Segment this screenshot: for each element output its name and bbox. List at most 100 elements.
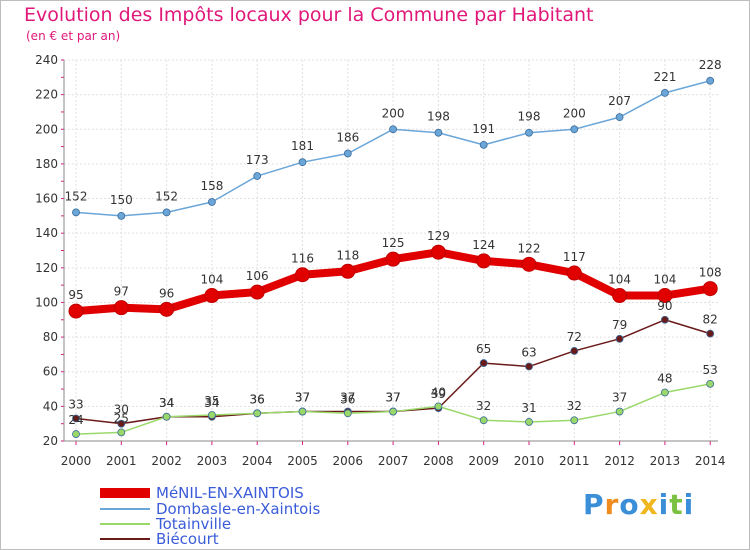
data-label: 34 bbox=[204, 396, 219, 410]
data-label: 129 bbox=[427, 229, 450, 243]
legend-swatch-dombasle bbox=[100, 508, 150, 510]
data-point bbox=[68, 303, 84, 319]
x-tick-label: 2012 bbox=[604, 454, 635, 468]
data-point bbox=[253, 172, 262, 180]
data-point bbox=[253, 409, 262, 418]
data-label: 39 bbox=[431, 387, 446, 401]
data-label: 37 bbox=[295, 391, 310, 405]
legend-label-menil: MéNIL-EN-XAINTOIS bbox=[156, 484, 304, 502]
data-point bbox=[207, 411, 216, 419]
legend-label-totainville: Totainville bbox=[156, 515, 232, 533]
data-label: 104 bbox=[200, 273, 223, 287]
data-point bbox=[162, 208, 171, 217]
data-point bbox=[702, 281, 718, 297]
data-label: 106 bbox=[246, 269, 269, 283]
data-label: 40 bbox=[431, 385, 446, 399]
y-tick-label: 180 bbox=[35, 157, 58, 171]
data-point bbox=[479, 359, 488, 367]
data-label: 200 bbox=[382, 106, 405, 120]
data-point bbox=[117, 428, 126, 437]
y-tick-label: 120 bbox=[35, 261, 58, 275]
data-label: 124 bbox=[472, 238, 495, 252]
data-label: 90 bbox=[657, 299, 672, 313]
legend-swatch-biecourt bbox=[100, 538, 150, 540]
data-point bbox=[657, 288, 673, 304]
x-tick-label: 2010 bbox=[514, 454, 545, 468]
data-point bbox=[566, 265, 582, 281]
legend-label-dombasle: Dombasle-en-Xaintois bbox=[156, 500, 321, 518]
proxiti-logo: Proxiti bbox=[583, 488, 694, 521]
data-point bbox=[615, 113, 624, 122]
data-label: 34 bbox=[159, 396, 174, 410]
data-point bbox=[298, 158, 307, 167]
data-label: 79 bbox=[612, 318, 627, 332]
data-point bbox=[479, 416, 488, 425]
data-label: 152 bbox=[65, 189, 88, 203]
data-label: 118 bbox=[336, 248, 359, 262]
y-tick-label: 160 bbox=[35, 192, 58, 206]
data-label: 191 bbox=[472, 122, 495, 136]
y-tick-label: 20 bbox=[43, 434, 58, 448]
data-point bbox=[476, 253, 492, 269]
data-label: 122 bbox=[518, 241, 541, 255]
data-label: 125 bbox=[382, 236, 405, 250]
data-point bbox=[430, 244, 446, 260]
data-label: 36 bbox=[250, 392, 265, 406]
chart-subtitle: (en € et par an) bbox=[26, 29, 121, 43]
data-point bbox=[117, 211, 126, 220]
data-label: 152 bbox=[155, 189, 178, 203]
data-point bbox=[521, 256, 537, 272]
data-point bbox=[343, 409, 352, 418]
data-point bbox=[72, 430, 80, 438]
data-label: 32 bbox=[567, 399, 582, 413]
data-point bbox=[615, 334, 624, 343]
data-label: 198 bbox=[518, 110, 541, 124]
data-label: 228 bbox=[699, 58, 722, 72]
data-label: 24 bbox=[68, 413, 83, 427]
x-tick-label: 2009 bbox=[468, 454, 499, 468]
data-label: 37 bbox=[612, 391, 627, 405]
logo-letter: x bbox=[639, 488, 659, 521]
data-point bbox=[434, 128, 443, 137]
x-tick-label: 2001 bbox=[106, 454, 137, 468]
data-point bbox=[72, 414, 80, 423]
legend-label-biecourt: Biécourt bbox=[156, 530, 219, 548]
data-point bbox=[525, 128, 533, 137]
x-tick-label: 2000 bbox=[61, 454, 92, 468]
data-label: 116 bbox=[291, 252, 314, 266]
y-tick-label: 200 bbox=[35, 122, 58, 136]
data-point bbox=[570, 125, 579, 134]
data-label: 82 bbox=[703, 313, 718, 327]
data-label: 25 bbox=[114, 411, 129, 425]
x-tick-label: 2014 bbox=[695, 454, 726, 468]
data-label: 207 bbox=[608, 94, 631, 108]
data-point bbox=[612, 288, 628, 304]
data-point bbox=[343, 149, 352, 158]
data-label: 150 bbox=[110, 193, 133, 207]
data-label: 96 bbox=[159, 286, 174, 300]
x-tick-label: 2006 bbox=[333, 454, 364, 468]
data-label: 31 bbox=[521, 401, 536, 415]
data-label: 97 bbox=[114, 285, 129, 299]
y-tick-label: 140 bbox=[35, 226, 58, 240]
data-point bbox=[706, 329, 715, 338]
data-label: 35 bbox=[204, 394, 219, 408]
data-point bbox=[615, 407, 624, 416]
y-tick-label: 80 bbox=[43, 330, 58, 344]
data-label: 158 bbox=[200, 179, 223, 193]
data-point bbox=[113, 300, 129, 316]
logo-letter: r bbox=[604, 488, 620, 521]
data-label: 104 bbox=[653, 273, 676, 287]
x-tick-label: 2007 bbox=[378, 454, 409, 468]
x-tick-label: 2005 bbox=[287, 454, 318, 468]
data-label: 200 bbox=[563, 106, 586, 120]
data-label: 181 bbox=[291, 139, 314, 153]
y-tick-label: 40 bbox=[43, 399, 58, 413]
data-label: 36 bbox=[340, 392, 355, 406]
x-tick-label: 2003 bbox=[197, 454, 228, 468]
data-point bbox=[706, 76, 715, 85]
data-point bbox=[159, 301, 175, 317]
x-tick-label: 2011 bbox=[559, 454, 590, 468]
data-label: 65 bbox=[476, 342, 491, 356]
